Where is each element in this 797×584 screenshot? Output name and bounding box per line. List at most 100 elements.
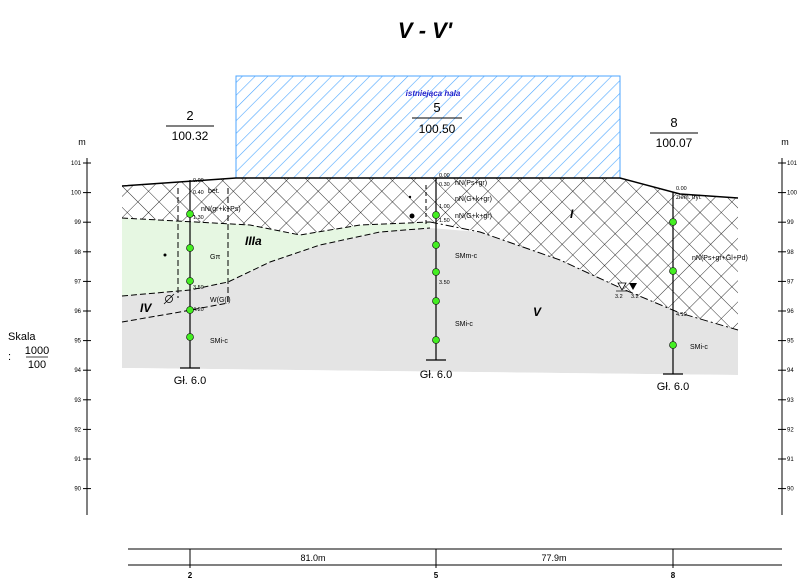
axis-tick-label: 95 [787,339,794,345]
layer-label-IV: IV [140,301,152,315]
axis-tick-label: 92 [787,427,794,433]
bh2-desc-4: SMi-c [210,338,228,345]
axis-tick-label: 95 [74,339,81,345]
axis-tick-label: 94 [74,368,81,374]
bh2-depth-3: 3.50 [193,285,204,291]
dot-marker-c [408,195,412,199]
borehole-elevation-5: 100.50 [419,122,456,136]
borehole-id-5: 5 [433,100,440,115]
bottom-id-8: 8 [671,571,676,580]
bh5-desc-3: SMm-c [455,253,478,260]
water-table-open-icon [617,282,627,291]
bh5-desc-2: nN(G+k+gr) [455,213,492,220]
axis-tick-label: 93 [787,398,794,404]
axis-tick-label: 99 [787,220,794,226]
organic-symbol-icon [163,293,175,305]
bh2-desc-3: W(G(l) [210,297,231,304]
axis-tick-label: 99 [74,220,81,226]
borehole-2: 0.00 bet. 0.40 nN(gr+k+Ps) 1.30 Gπ 3.50 … [174,178,241,387]
bh5-depth-2: 1.00 [439,204,450,210]
borehole-header-8: 8 100.07 [650,115,698,150]
scale-title: Skala [8,331,36,343]
distance-2-5: 81.0m [300,553,325,563]
bh5-depth-0: 0.00 [439,173,450,179]
bh2-depth-4: 4.20 [193,307,204,313]
scale-denominator: 100 [28,359,46,371]
axis-tick-label: 90 [787,487,794,493]
bh5-desc-4: SMi-c [455,321,473,328]
distance-5-8: 77.9m [541,553,566,563]
building-label: istniejąca hala [406,89,461,98]
bh5-depth-label: Gł. 6.0 [420,369,452,381]
unit-label-left: m [78,137,86,147]
ground-surface [121,177,739,199]
axis-tick-label: 97 [74,279,81,285]
bh2-depth-label: Gł. 6.0 [174,375,206,387]
bh5-sample-2 [432,241,440,249]
bh2-desc-0: bet. [208,188,220,195]
axis-tick-label: 91 [74,457,81,463]
existing-hall-hatch [235,75,621,179]
axis-tick-label: 93 [74,398,81,404]
bh2-desc-2: Gπ [210,254,220,261]
water-level-2: 3.2 [631,294,639,300]
layer-label-V: V [533,305,542,319]
axis-tick-label: 100 [71,191,82,197]
layer-V-fill [122,228,738,375]
axis-tick-label: 98 [787,250,794,256]
axis-tick-label: 98 [74,250,81,256]
axis-tick-label: 101 [71,161,82,167]
bottom-id-5: 5 [434,571,439,580]
borehole-8: 0.00 ziem. tryl. nN(Ps+gr+Ḡl+Pd) 4.10 SM… [657,186,748,393]
section-title: V - V' [398,18,453,43]
bh8-depth-0: 0.00 [676,186,687,192]
bottom-id-2: 2 [188,571,193,580]
bh5-sample-4 [432,297,440,305]
bh8-sample-2 [669,267,677,275]
bh8-depth-label: Gł. 6.0 [657,381,689,393]
bh8-sample-3 [669,341,677,349]
bh5-desc-1: nN(G+k+gr) [455,196,492,203]
axis-tick-label: 96 [787,309,794,315]
bh8-depth-1: 4.10 [676,312,687,318]
axis-tick-label: 97 [787,279,794,285]
bh2-sample-2 [186,244,194,252]
bh5-depth-1: 0.30 [439,182,450,188]
left-axis-ticks: 101 100 99 98 97 96 95 94 93 92 91 90 [71,161,91,493]
borehole-id-8: 8 [670,115,677,130]
dot-marker-b [409,213,415,219]
axis-tick-label: 100 [787,191,797,197]
bh2-desc-1: nN(gr+k+Ps) [201,206,241,213]
bh2-sample-3 [186,277,194,285]
bh8-desc-2: SMi-c [690,344,708,351]
bh2-sample-5 [186,333,194,341]
bh2-depth-1: 0.40 [193,190,204,196]
layer-I-fill [122,178,738,330]
layer-label-IIIa: IIIa [245,234,262,248]
borehole-header-2: 2 100.32 [166,108,214,143]
borehole-id-2: 2 [186,108,193,123]
layer-IIIa-fill [122,218,430,296]
scale-prefix: : [8,351,11,363]
scale-label: Skala : 1000 100 [8,331,49,371]
axis-tick-label: 101 [787,161,797,167]
bh2-sample-1 [186,210,194,218]
axis-tick-label: 94 [787,368,794,374]
groundwater-symbols: 3.2 3.2 [615,282,639,300]
bh5-sample-3 [432,268,440,276]
bh5-desc-0: nN(Ps+gr) [455,180,487,187]
scale-numerator: 1000 [25,345,49,357]
water-table-filled-icon [629,283,637,290]
boundary-IV-V [121,302,229,323]
axis-tick-label: 90 [74,487,81,493]
right-axis-ticks: 101 100 99 98 97 96 95 94 93 92 91 90 [778,161,797,493]
unit-label-right: m [781,137,789,147]
layer-label-I: I [570,207,574,221]
borehole-elevation-8: 100.07 [656,136,693,150]
borehole-elevation-2: 100.32 [172,129,209,143]
bh2-depth-0: 0.00 [193,178,204,184]
borehole-header-5: 5 100.50 [412,100,462,136]
bh5-sample-1 [432,211,440,219]
boundary-I-V [429,221,739,331]
